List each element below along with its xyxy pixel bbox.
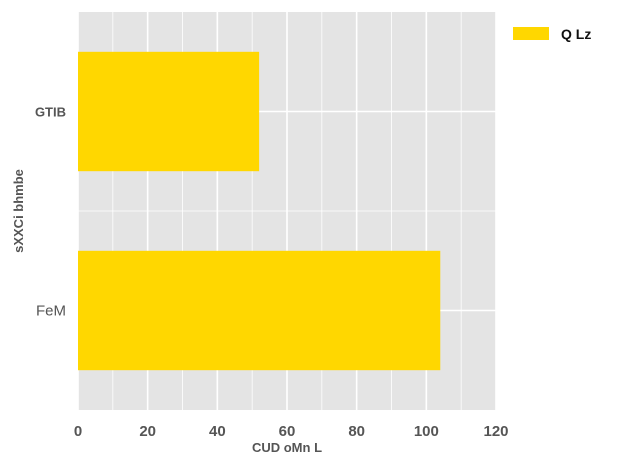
x-tick-label: 20 bbox=[139, 423, 156, 440]
bar-gtib bbox=[78, 51, 260, 172]
x-axis-label: CUD oMn L bbox=[252, 440, 322, 455]
y-tick-label: FeM bbox=[36, 303, 66, 320]
y-axis-ticks: FeM GTIB bbox=[35, 105, 66, 320]
x-tick-label: 80 bbox=[348, 423, 365, 440]
y-axis-label: sXXCi bhmbe bbox=[11, 169, 26, 253]
x-tick-label: 100 bbox=[414, 423, 439, 440]
legend-swatch bbox=[513, 27, 549, 40]
legend-label: Q Lz bbox=[561, 26, 591, 42]
x-tick-label: 60 bbox=[279, 423, 296, 440]
legend: Q Lz bbox=[513, 26, 591, 42]
bars bbox=[78, 51, 441, 371]
y-tick-label: GTIB bbox=[35, 105, 66, 120]
x-tick-label: 40 bbox=[209, 423, 226, 440]
x-axis-ticks: 0 20 40 60 80 100 120 bbox=[74, 423, 509, 440]
bar-fem bbox=[78, 250, 441, 371]
x-tick-label: 0 bbox=[74, 423, 82, 440]
x-tick-label: 120 bbox=[483, 423, 508, 440]
